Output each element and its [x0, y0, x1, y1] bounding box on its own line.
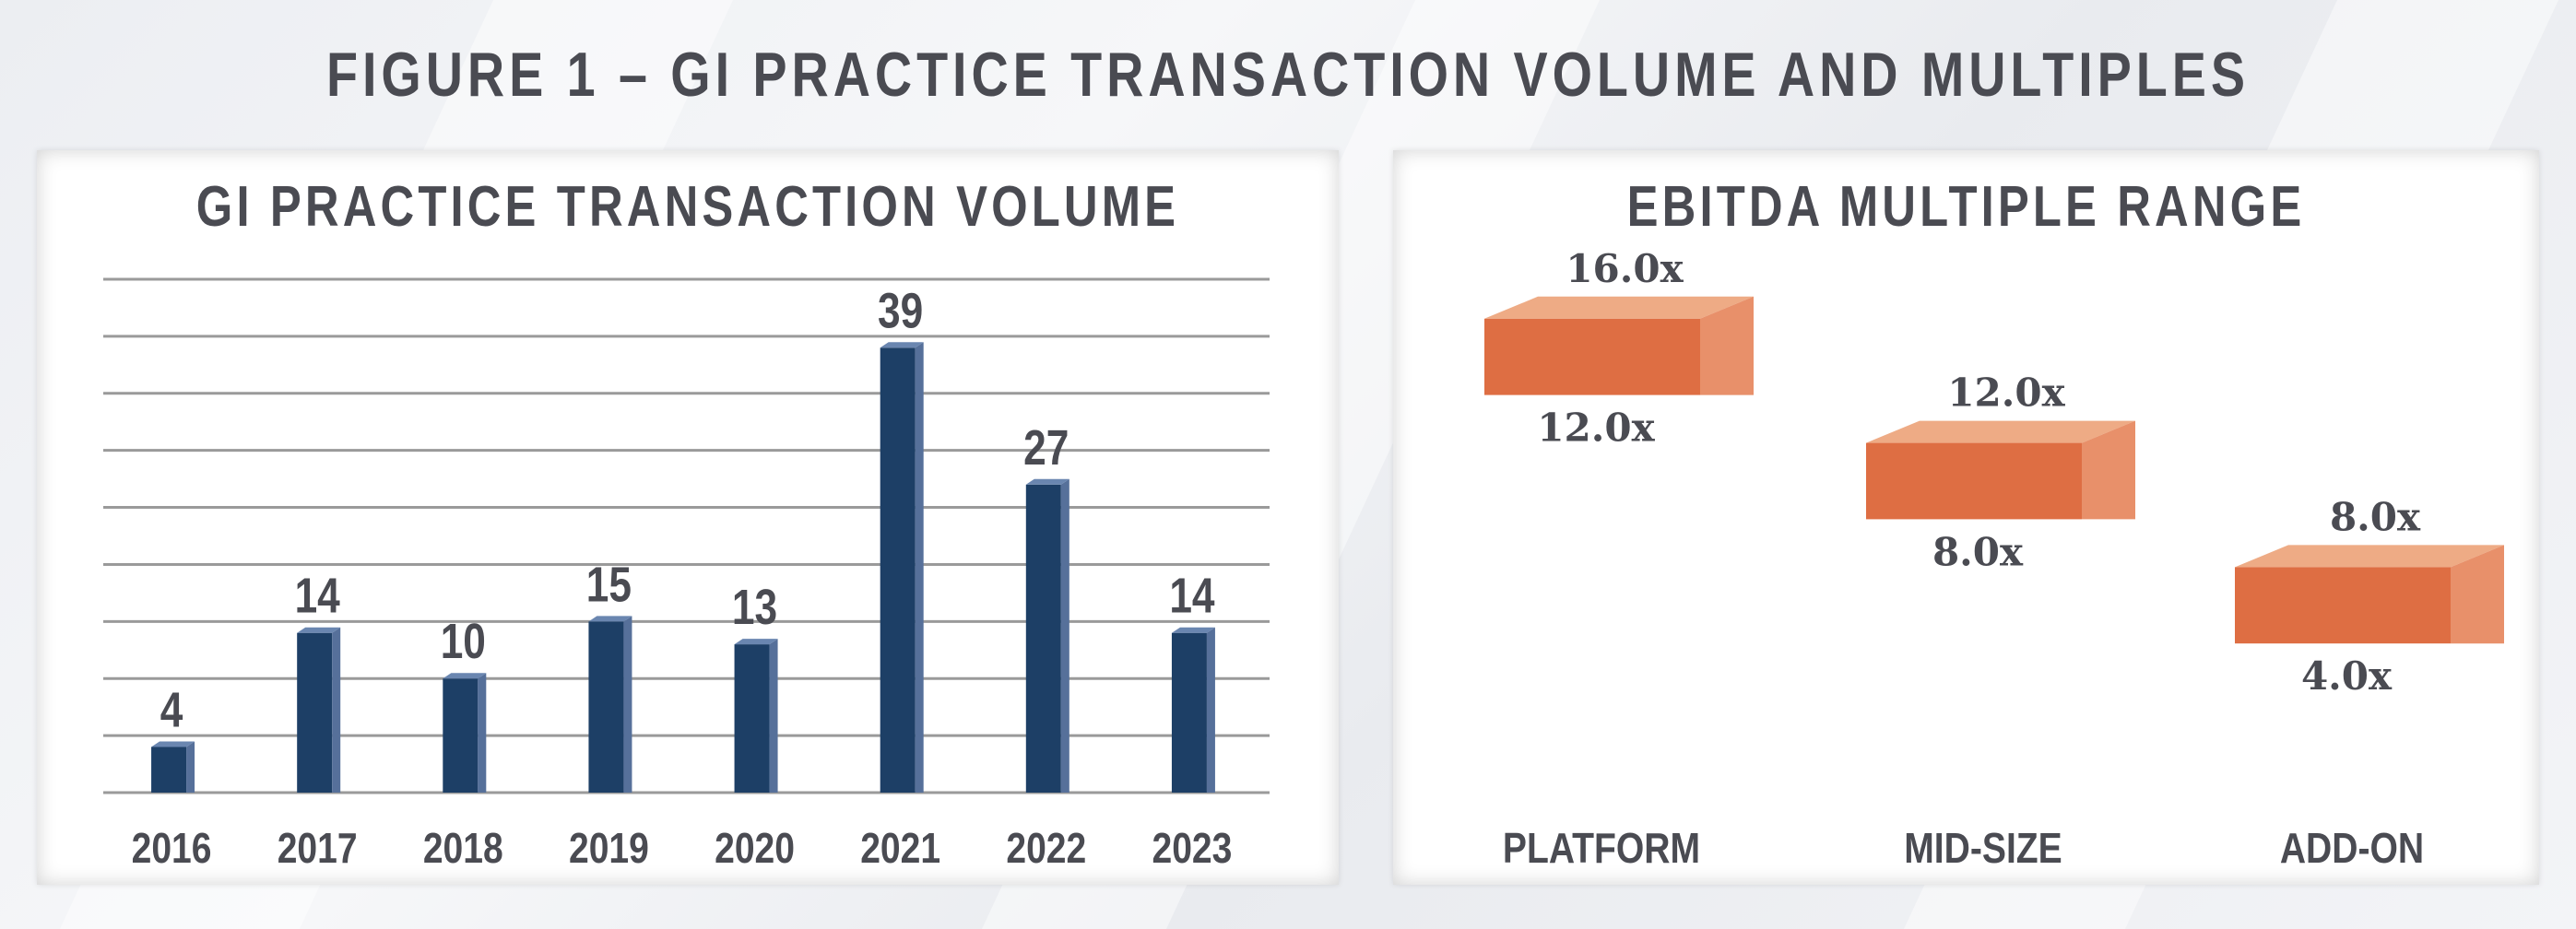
bar-top-2017 [297, 627, 341, 633]
bar-side-2020 [769, 639, 778, 793]
category-label-mid-size: MID-SIZE [1904, 825, 2062, 873]
bar-side-2017 [332, 627, 341, 793]
data-label-2023: 14 [1169, 569, 1215, 624]
range-box-add-on [2235, 567, 2451, 644]
range-top-add-on [2235, 545, 2504, 568]
range-top-platform [1484, 296, 1754, 319]
bar-2016 [151, 747, 187, 793]
bar-top-2022 [1025, 478, 1069, 485]
volume-chart-title: GI PRACTICE TRANSACTION VOLUME [195, 175, 1180, 239]
x-tick-label-2023: 2023 [1152, 825, 1232, 873]
range-side-platform [1700, 296, 1754, 395]
bar-2021 [880, 347, 916, 793]
data-label-2019: 15 [586, 557, 632, 612]
range-side-add-on [2451, 545, 2504, 644]
low-label-add-on: 4.0x [2301, 653, 2393, 699]
bar-side-2016 [186, 741, 195, 793]
x-tick-label-2022: 2022 [1006, 825, 1086, 873]
range-box-mid-size [1866, 442, 2082, 520]
ebitda-range-chart: 16.0x 12.0x PLATFORM 12.0x 8.0x MID-SIZE 8.0x 4… [1484, 246, 2504, 873]
volume-bar-chart: 4 2016 14 2017 10 2018 15 2019 13 2020 39 2021 27 202… [103, 277, 1270, 873]
category-label-platform: PLATFORM [1503, 825, 1700, 873]
bar-side-2022 [1060, 478, 1069, 793]
bar-2022 [1025, 484, 1061, 793]
transaction-volume-panel: GI PRACTICE TRANSACTION VOLUME 4 2016 14 20… [37, 150, 1339, 885]
high-label-add-on: 8.0x [2330, 494, 2421, 539]
bar-2018 [443, 678, 479, 793]
high-label-platform: 16.0x [1566, 246, 1684, 291]
bar-2017 [297, 632, 333, 793]
data-label-2016: 4 [160, 682, 183, 737]
bar-top-2023 [1171, 627, 1215, 633]
data-label-2020: 13 [732, 580, 777, 635]
bar-top-2019 [588, 616, 632, 622]
bar-top-2018 [443, 673, 487, 679]
high-label-mid-size: 12.0x [1947, 370, 2065, 416]
ebitda-chart-title: EBITDA MULTIPLE RANGE [1626, 175, 2306, 239]
range-box-platform [1484, 318, 1700, 395]
x-tick-label-2019: 2019 [569, 825, 649, 873]
x-tick-label-2017: 2017 [278, 825, 358, 873]
data-label-2018: 10 [441, 614, 486, 669]
low-label-mid-size: 8.0x [1932, 529, 2024, 574]
data-label-2017: 14 [295, 569, 341, 624]
data-label-2021: 39 [878, 283, 923, 338]
x-tick-label-2020: 2020 [715, 825, 795, 873]
bar-2023 [1171, 632, 1207, 793]
bar-top-2016 [151, 741, 195, 747]
figure-title: FIGURE 1 – GI PRACTICE TRANSACTION VOLUM… [326, 40, 2250, 110]
range-side-mid-size [2082, 420, 2135, 520]
x-tick-label-2016: 2016 [132, 825, 212, 873]
bar-side-2021 [915, 342, 924, 793]
bar-2019 [588, 621, 624, 793]
bar-side-2019 [623, 616, 632, 793]
bar-2020 [734, 644, 770, 793]
bar-side-2023 [1206, 627, 1215, 793]
bar-top-2021 [880, 342, 924, 348]
x-tick-label-2021: 2021 [860, 825, 940, 873]
range-top-mid-size [1866, 420, 2135, 443]
bar-top-2020 [734, 639, 778, 645]
data-label-2022: 27 [1023, 420, 1069, 476]
bar-side-2018 [478, 673, 487, 793]
ebitda-panel: EBITDA MULTIPLE RANGE 16.0x 12.0x PLATFORM… [1393, 150, 2539, 885]
category-label-add-on: ADD-ON [2280, 825, 2424, 873]
low-label-platform: 12.0x [1537, 406, 1655, 451]
x-tick-label-2018: 2018 [423, 825, 503, 873]
